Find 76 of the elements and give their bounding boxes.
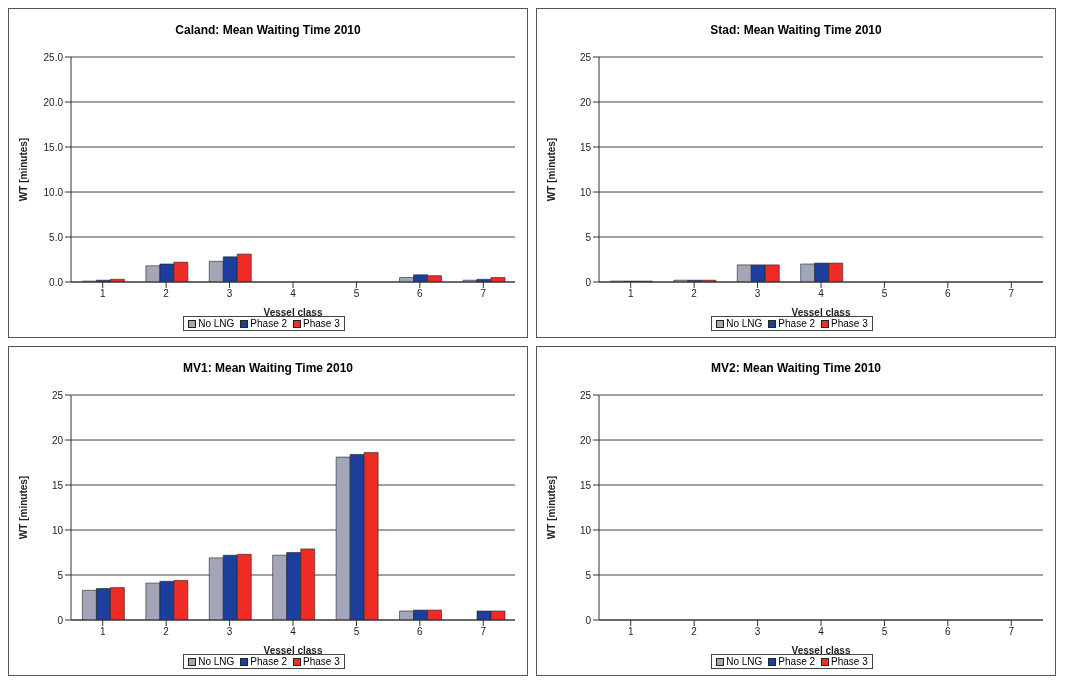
x-tick-label: 5 — [881, 288, 888, 300]
legend-label: Phase 3 — [831, 656, 868, 667]
x-tick-label: 4 — [290, 288, 297, 300]
x-tick-label: 4 — [818, 288, 825, 300]
y-tick-label: 10.0 — [43, 186, 64, 198]
y-axis-title: WT [minutes] — [17, 475, 29, 540]
x-axis-title: Vessel class — [263, 307, 323, 318]
x-tick-label: 7 — [480, 626, 487, 638]
y-tick-label: 10 — [579, 186, 592, 198]
y-tick-label: 20.0 — [43, 96, 64, 108]
y-tick-label: 20 — [579, 96, 592, 108]
x-tick-label: 5 — [881, 626, 888, 638]
legend-label: No LNG — [726, 318, 763, 329]
x-axis-title: Vessel class — [791, 645, 851, 656]
legend-label: Phase 2 — [250, 318, 288, 329]
chart-title: Caland: Mean Waiting Time 2010 — [174, 23, 362, 39]
y-axis-title: WT [minutes] — [545, 475, 557, 540]
y-tick-label: 25 — [579, 51, 592, 63]
x-tick-label: 7 — [1008, 626, 1015, 638]
x-tick-label: 1 — [99, 288, 106, 300]
legend-label: No LNG — [726, 656, 763, 667]
y-tick-label: 15 — [579, 479, 592, 491]
x-tick-label: 6 — [417, 626, 424, 638]
y-tick-label: 10 — [51, 524, 64, 536]
legend-label: Phase 2 — [250, 656, 288, 667]
y-tick-label: 15.0 — [43, 141, 64, 153]
x-tick-label: 5 — [353, 288, 360, 300]
x-tick-label: 4 — [818, 626, 825, 638]
legend-label: No LNG — [198, 656, 235, 667]
x-tick-label: 3 — [754, 288, 761, 300]
x-axis-title: Vessel class — [791, 307, 851, 318]
legend-label: No LNG — [198, 318, 235, 329]
x-tick-label: 3 — [754, 626, 761, 638]
y-tick-label: 5 — [585, 569, 592, 581]
y-axis-title: WT [minutes] — [545, 137, 557, 202]
y-tick-label: 25.0 — [43, 51, 64, 63]
legend-label: Phase 2 — [778, 656, 816, 667]
x-tick-label: 1 — [627, 288, 634, 300]
chart-title: Stad: Mean Waiting Time 2010 — [709, 23, 883, 39]
y-tick-label: 20 — [579, 434, 592, 446]
x-tick-label: 6 — [945, 288, 952, 300]
x-tick-label: 2 — [163, 626, 170, 638]
x-tick-label: 7 — [1008, 288, 1015, 300]
y-tick-label: 25 — [51, 389, 64, 401]
x-tick-label: 3 — [226, 288, 233, 300]
y-tick-label: 0 — [57, 614, 64, 626]
x-tick-label: 7 — [480, 288, 487, 300]
legend-label: Phase 3 — [831, 318, 868, 329]
y-tick-label: 0.0 — [49, 276, 64, 288]
x-tick-label: 2 — [163, 288, 170, 300]
y-tick-label: 5 — [57, 569, 64, 581]
x-tick-label: 1 — [99, 626, 106, 638]
y-tick-label: 25 — [579, 389, 592, 401]
chart-title: MV1: Mean Waiting Time 2010 — [181, 361, 354, 377]
y-tick-label: 10 — [579, 524, 592, 536]
y-tick-label: 5.0 — [49, 231, 64, 243]
y-tick-label: 0 — [585, 276, 592, 288]
x-tick-label: 4 — [290, 626, 297, 638]
x-tick-label: 6 — [945, 626, 952, 638]
x-tick-label: 2 — [691, 288, 698, 300]
x-axis-title: Vessel class — [263, 645, 323, 656]
x-tick-label: 3 — [226, 626, 233, 638]
chart-title: MV2: Mean Waiting Time 2010 — [709, 361, 882, 377]
y-tick-label: 5 — [585, 231, 592, 243]
y-tick-label: 15 — [51, 479, 64, 491]
x-tick-label: 5 — [353, 626, 360, 638]
y-tick-label: 20 — [51, 434, 64, 446]
x-tick-label: 2 — [691, 626, 698, 638]
x-tick-label: 6 — [417, 288, 424, 300]
y-tick-label: 15 — [579, 141, 592, 153]
x-tick-label: 1 — [627, 626, 634, 638]
legend-label: Phase 3 — [303, 656, 340, 667]
legend-label: Phase 3 — [303, 318, 340, 329]
y-axis-title: WT [minutes] — [17, 137, 29, 202]
legend-label: Phase 2 — [778, 318, 816, 329]
y-tick-label: 0 — [585, 614, 592, 626]
